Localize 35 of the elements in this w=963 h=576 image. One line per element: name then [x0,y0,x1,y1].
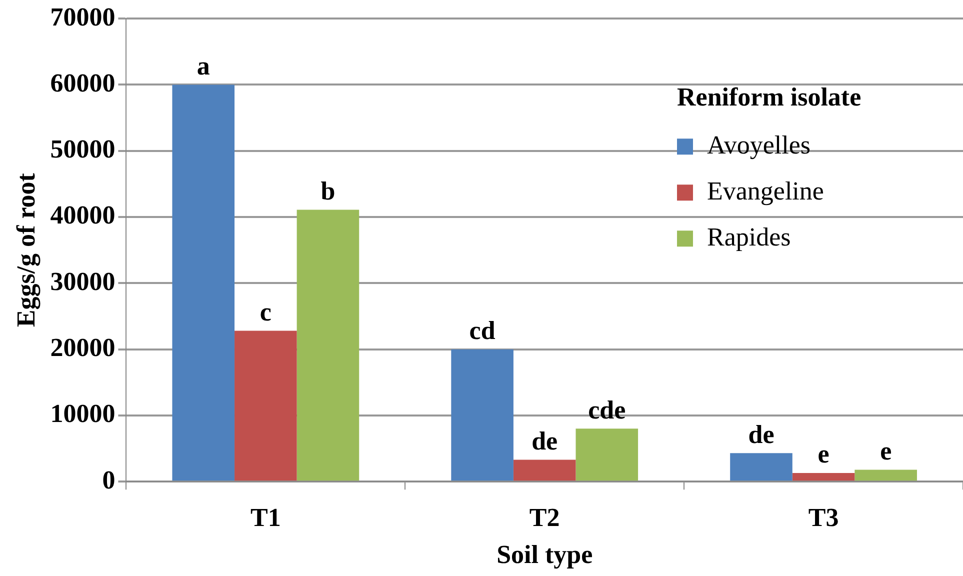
y-tick-label: 50000 [50,134,116,164]
x-tick-label: T2 [529,502,560,532]
data-label: cde [588,395,626,424]
bar [576,428,638,481]
y-tick-label: 20000 [50,333,116,362]
y-tick-label: 60000 [50,68,116,98]
data-label: c [260,298,272,327]
bar [513,460,576,481]
bar [730,453,792,481]
legend-label: Avoyelles [707,130,810,160]
bar [792,473,855,481]
y-tick-label: 40000 [50,200,116,230]
y-tick-label: 10000 [50,399,116,428]
data-label: cd [469,316,496,346]
legend-label: Rapides [707,222,791,252]
data-label: b [320,176,336,206]
data-label: e [880,436,892,466]
y-axis-title: Eggs/g of root [11,172,40,328]
x-axis-title: Soil type [496,540,593,570]
bar [854,470,917,481]
x-tick-label: T3 [808,502,839,532]
data-label: de [748,420,774,449]
bar [451,349,514,481]
bar [234,330,297,481]
y-tick-label: 0 [102,465,116,494]
legend-title: Reniform isolate [677,82,862,112]
data-label: a [196,51,210,80]
legend-label: Evangeline [707,176,824,206]
data-label: e [818,440,830,469]
x-tick-label: T1 [250,502,281,532]
data-label: de [532,426,558,456]
y-tick-label: 30000 [50,266,116,296]
y-tick-label: 70000 [50,2,116,32]
bar [296,210,360,481]
bar [172,84,235,481]
